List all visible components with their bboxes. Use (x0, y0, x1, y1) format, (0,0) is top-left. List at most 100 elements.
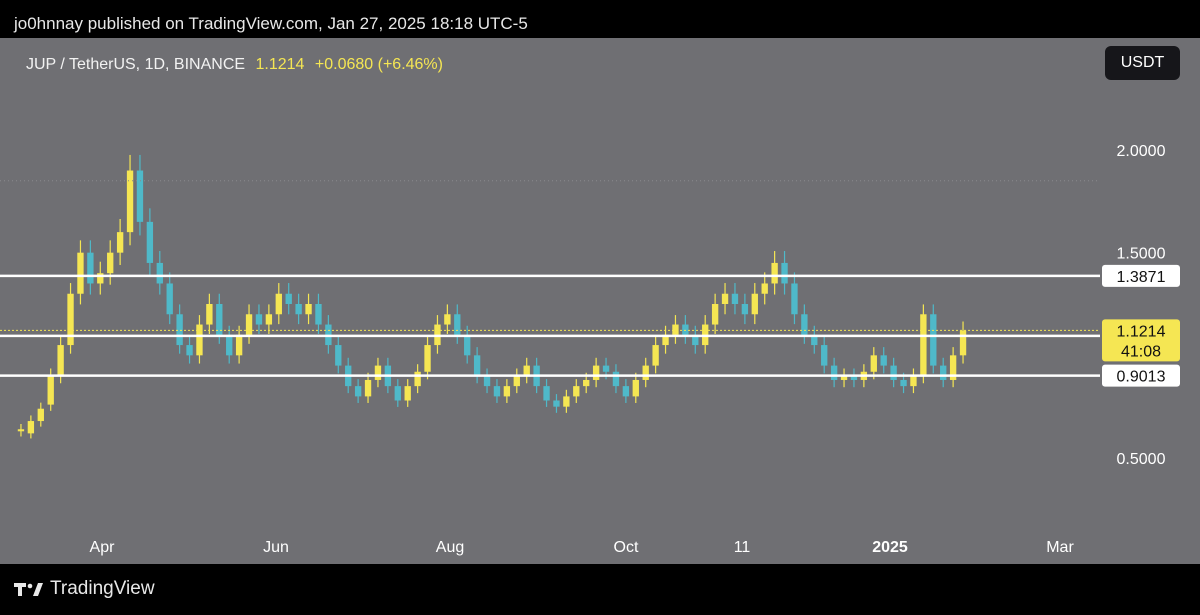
level-label-box (1102, 364, 1180, 387)
candle-body (404, 386, 411, 401)
candle-body (67, 293, 74, 346)
candle-body (156, 262, 163, 284)
candle-body (454, 314, 461, 335)
candle-body (910, 375, 917, 387)
candle-body (583, 379, 590, 387)
candle-body (216, 304, 223, 335)
candle-body (186, 345, 193, 356)
candle-body (850, 375, 858, 380)
candle-body (632, 379, 639, 397)
candle-body (315, 304, 322, 325)
candle-body (394, 386, 401, 401)
candle-body (652, 345, 659, 366)
publish-info: jo0hnnay published on TradingView.com, J… (14, 14, 528, 33)
candle-body (37, 408, 44, 422)
candle-body (811, 334, 818, 346)
candle-body (97, 273, 104, 284)
candle-body (781, 262, 788, 284)
symbol-price: 1.1214 (255, 56, 305, 73)
candle-body (116, 232, 124, 253)
candle-body (890, 365, 897, 380)
candle-body (47, 375, 54, 405)
candle-body (721, 293, 729, 304)
candle-body (17, 429, 25, 432)
candle-body (602, 365, 610, 372)
x-tick-label: 11 (734, 539, 751, 556)
candle-body (414, 371, 421, 387)
candle-body (711, 304, 719, 325)
candle-body (553, 400, 560, 407)
candle-body (295, 304, 302, 315)
candle-body (374, 365, 382, 380)
brand-name: TradingView (50, 578, 155, 599)
symbol-info: JUP / TetherUS, 1D, BINANCE 1.1214 +0.06… (26, 56, 443, 74)
candle-body (672, 324, 679, 335)
axis-layer: 0.5000 1.5000 2.0000 Apr Jun Aug Oct 11 2025 Mar (0, 143, 1166, 556)
x-tick-label: Mar (1046, 539, 1074, 556)
candle-body (503, 386, 511, 397)
candle-body (27, 421, 35, 434)
candle-body (335, 345, 342, 366)
symbol-name: JUP / TetherUS, 1D, BINANCE (26, 56, 246, 73)
candle-body (830, 365, 838, 380)
candle-body (473, 355, 481, 376)
brand: TradingView (14, 578, 155, 600)
candle-body (136, 170, 144, 222)
current-price-box (1102, 319, 1180, 362)
candle-body (930, 314, 937, 366)
candle-body (642, 365, 649, 380)
candle-body (751, 293, 758, 315)
candle-body (87, 252, 94, 284)
bottom-bar (0, 564, 1200, 615)
y-tick-label: 2.0000 (1117, 143, 1166, 160)
candle-body (464, 334, 471, 356)
candle-body (801, 314, 808, 335)
level-label: 1.3871 (1117, 269, 1166, 286)
candle-body (354, 386, 362, 397)
candle-body (126, 170, 134, 233)
chart-panel[interactable] (0, 38, 1200, 564)
candle-body (662, 334, 669, 346)
candle-body (305, 304, 312, 315)
candle-body (513, 375, 520, 387)
candle-body (166, 283, 173, 315)
x-tick-label: Aug (436, 539, 464, 556)
candle-body (523, 365, 530, 376)
candle-body (235, 334, 243, 356)
candle-body (77, 252, 84, 294)
candle-body (731, 293, 739, 304)
candle-body (840, 375, 848, 380)
candle-body (791, 283, 798, 315)
candle-body (900, 379, 907, 387)
y-tick-label: 1.5000 (1117, 246, 1166, 263)
x-tick-label: Jun (263, 539, 289, 556)
currency-button[interactable]: USDT (1105, 46, 1180, 80)
candle-body (57, 345, 64, 376)
x-tick-label: 2025 (872, 539, 908, 556)
candle-body (483, 375, 491, 387)
candle-body (880, 355, 887, 366)
candle-body (255, 314, 263, 325)
candle-body (275, 293, 282, 315)
candle-body (682, 324, 689, 335)
candle-body (761, 283, 768, 294)
level-label-box (1102, 264, 1180, 287)
x-tick-label: Oct (614, 539, 639, 556)
candle-body (771, 262, 778, 284)
candle-body (821, 345, 828, 366)
countdown-label: 41:08 (1121, 343, 1161, 360)
candles-layer (17, 154, 967, 439)
candle-body (444, 314, 451, 325)
candle-body (265, 314, 273, 325)
candle-body (741, 304, 749, 315)
candle-body (622, 386, 630, 397)
symbol-change: +0.0680 (+6.46%) (314, 56, 443, 73)
candle-body (563, 396, 570, 407)
candle-body (206, 304, 213, 325)
x-tick-label: Apr (90, 539, 116, 556)
candle-body (226, 334, 233, 356)
level-label: 0.9013 (1117, 369, 1166, 386)
candle-body (692, 334, 699, 346)
